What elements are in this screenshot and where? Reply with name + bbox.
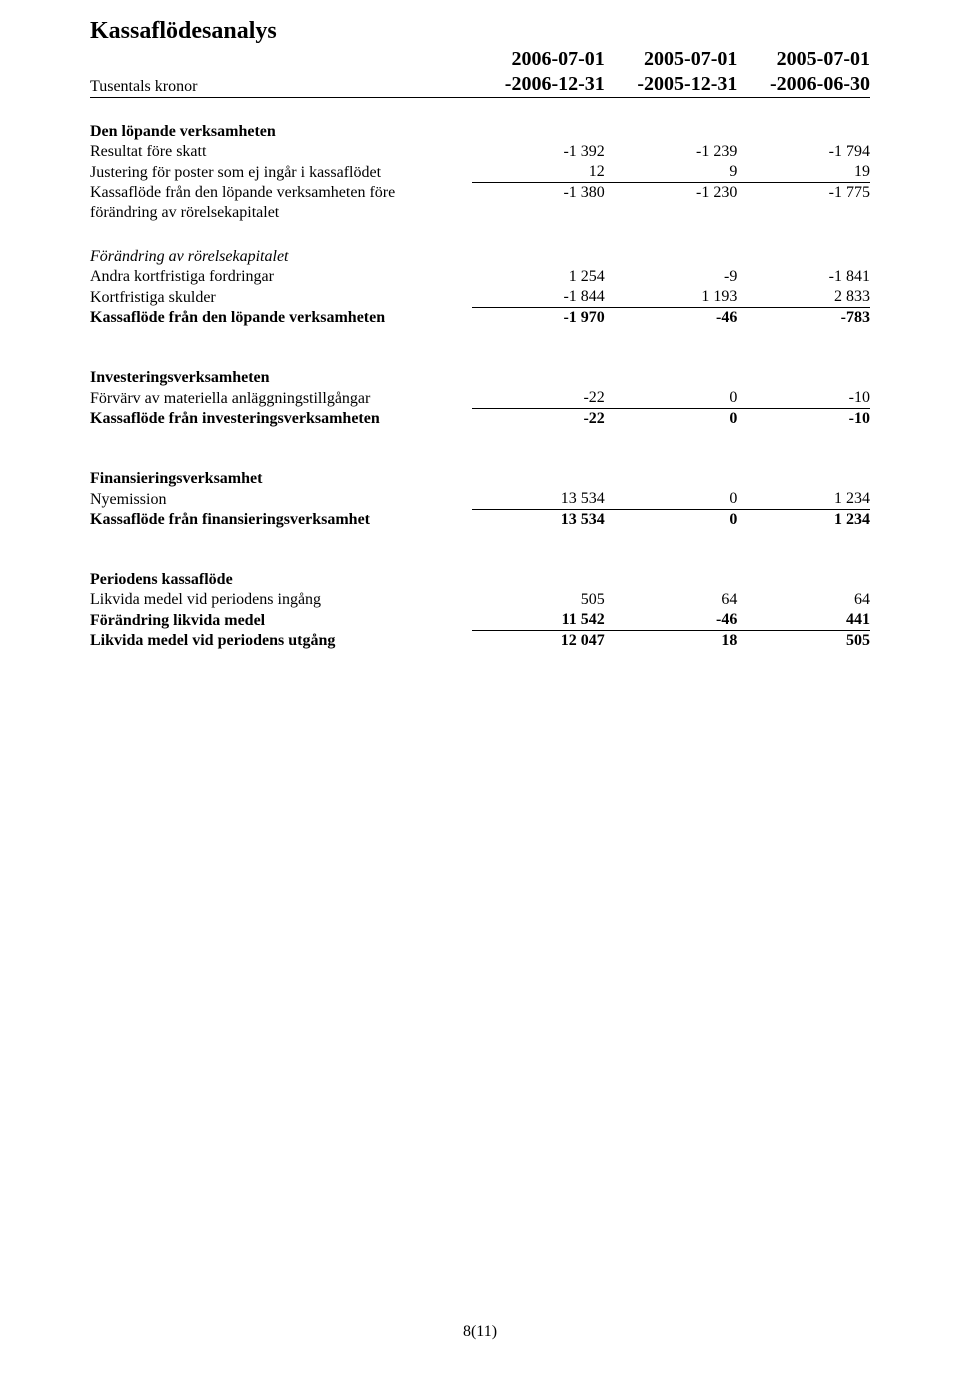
row-label: Kassaflöde från den löpande verksamheten… [90,183,472,204]
cell: 0 [605,388,738,409]
cell: 2 833 [737,287,870,308]
row-label: Kassaflöde från finansieringsverksamhet [90,510,472,531]
table-row: Förvärv av materiella anläggningstillgån… [90,388,870,409]
cell: -1 775 [737,183,870,204]
page-title: Kassaflödesanalys [90,18,870,45]
cell: -1 392 [472,142,605,162]
section-heading: Den löpande verksamheten [90,122,870,142]
section-4-title: Finansieringsverksamhet [90,469,472,489]
cell: -22 [472,409,605,430]
cell: -1 380 [472,183,605,204]
row-label: Likvida medel vid periodens ingång [90,590,472,610]
table-row: Kassaflöde från finansieringsverksamhet … [90,510,870,531]
row-label: Justering för poster som ej ingår i kass… [90,162,472,183]
table-row: Resultat före skatt -1 392 -1 239 -1 794 [90,142,870,162]
row-label: Kortfristiga skulder [90,287,472,308]
units-label: Tusentals kronor [90,72,472,98]
cell: -1 230 [605,183,738,204]
row-label: Förvärv av materiella anläggningstillgån… [90,388,472,409]
row-label: Likvida medel vid periodens utgång [90,631,472,652]
table-row: Förändring likvida medel 11 542 -46 441 [90,610,870,631]
cell: 1 234 [737,489,870,510]
cell: 12 [472,162,605,183]
row-label: Nyemission [90,489,472,510]
row-label: Resultat före skatt [90,142,472,162]
col3-period-start: 2005-07-01 [737,47,870,72]
cell: -783 [737,308,870,329]
table-row: förändring av rörelsekapitalet [90,203,870,223]
cell: 18 [605,631,738,652]
cell: 1 254 [472,267,605,287]
cell: 64 [605,590,738,610]
cell: 0 [605,489,738,510]
cell: 12 047 [472,631,605,652]
cell: -1 844 [472,287,605,308]
cell: 19 [737,162,870,183]
cell: -1 794 [737,142,870,162]
section-2-title: Förändring av rörelsekapitalet [90,247,472,267]
row-label: Förändring likvida medel [90,610,472,631]
table-row: Likvida medel vid periodens utgång 12 04… [90,631,870,652]
section-heading: Investeringsverksamheten [90,368,870,388]
col2-period-start: 2005-07-01 [605,47,738,72]
col1-period-start: 2006-07-01 [472,47,605,72]
cell: -22 [472,388,605,409]
table-row: Likvida medel vid periodens ingång 505 6… [90,590,870,610]
table-row: Justering för poster som ej ingår i kass… [90,162,870,183]
cell: 13 534 [472,489,605,510]
cell: -46 [605,308,738,329]
row-label: Kassaflöde från investeringsverksamheten [90,409,472,430]
table-row: Kassaflöde från investeringsverksamheten… [90,409,870,430]
cell: -10 [737,409,870,430]
page: Kassaflödesanalys 2006-07-01 2005-07-01 … [0,0,960,1399]
cell: 13 534 [472,510,605,531]
cell: -1 841 [737,267,870,287]
table-header-row-1: 2006-07-01 2005-07-01 2005-07-01 [90,47,870,72]
table-row: Kortfristiga skulder -1 844 1 193 2 833 [90,287,870,308]
cell: 505 [737,631,870,652]
cell: 64 [737,590,870,610]
section-5-title: Periodens kassaflöde [90,570,472,590]
cashflow-table: 2006-07-01 2005-07-01 2005-07-01 Tusenta… [90,47,870,651]
col3-period-end: -2006-06-30 [737,72,870,98]
cell: -1 970 [472,308,605,329]
row-label: Andra kortfristiga fordringar [90,267,472,287]
cell: -1 239 [605,142,738,162]
cell: 505 [472,590,605,610]
cell: -10 [737,388,870,409]
col1-period-end: -2006-12-31 [472,72,605,98]
section-heading: Periodens kassaflöde [90,570,870,590]
cell: 9 [605,162,738,183]
table-header-row-2: Tusentals kronor -2006-12-31 -2005-12-31… [90,72,870,98]
section-heading: Finansieringsverksamhet [90,469,870,489]
cell: 11 542 [472,610,605,631]
row-label: förändring av rörelsekapitalet [90,203,472,223]
section-1-title: Den löpande verksamheten [90,122,472,142]
cell: 1 234 [737,510,870,531]
section-heading: Förändring av rörelsekapitalet [90,247,870,267]
table-row: Andra kortfristiga fordringar 1 254 -9 -… [90,267,870,287]
cell: -46 [605,610,738,631]
cell: 0 [605,409,738,430]
cell: -9 [605,267,738,287]
cell: 1 193 [605,287,738,308]
table-row: Kassaflöde från den löpande verksamheten… [90,308,870,329]
cell: 441 [737,610,870,631]
row-label: Kassaflöde från den löpande verksamheten [90,308,472,329]
table-row: Nyemission 13 534 0 1 234 [90,489,870,510]
col2-period-end: -2005-12-31 [605,72,738,98]
table-row: Kassaflöde från den löpande verksamheten… [90,183,870,204]
page-number: 8(11) [0,1323,960,1341]
cell: 0 [605,510,738,531]
section-3-title: Investeringsverksamheten [90,368,472,388]
